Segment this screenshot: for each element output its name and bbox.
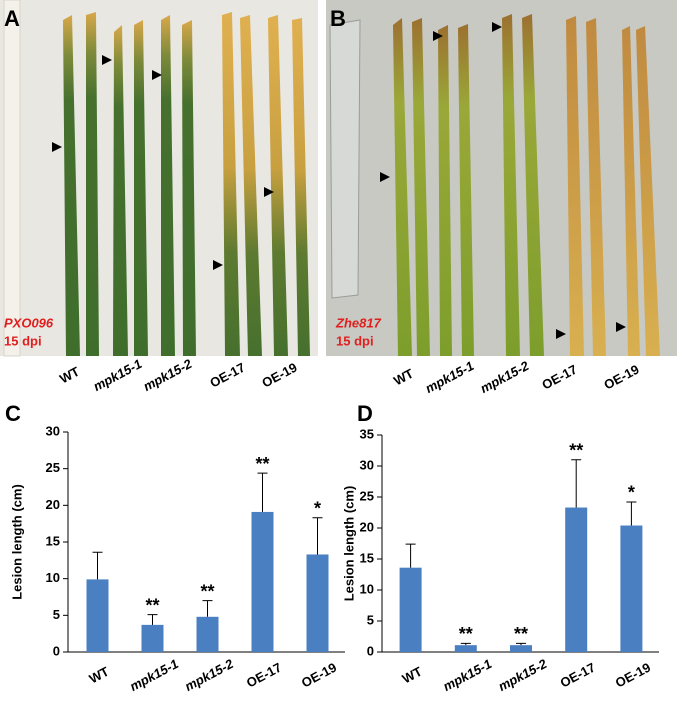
y-tick-label: 30	[360, 457, 374, 472]
x-tick-label: OE-19	[613, 660, 653, 691]
error-bar	[147, 614, 158, 625]
x-tick-label: mpk15-1	[440, 656, 494, 694]
genotype-label: mpk15-2	[141, 356, 195, 394]
x-tick-label: OE-17	[558, 660, 598, 691]
bar	[196, 616, 219, 652]
y-tick-label: 5	[367, 612, 374, 627]
y-tick-label: 0	[367, 643, 374, 658]
error-bar	[516, 642, 526, 646]
error-bar	[405, 543, 416, 568]
significance: **	[255, 454, 269, 474]
strain-label: Zhe817	[335, 315, 382, 330]
error-bar	[312, 517, 323, 555]
time-label: 15 dpi	[336, 333, 374, 348]
significance: **	[459, 624, 473, 644]
time-label: 15 dpi	[4, 333, 42, 348]
y-tick-label: 25	[360, 488, 374, 503]
error-bar	[460, 642, 471, 646]
genotype-label: WT	[57, 364, 82, 387]
y-tick-label: 20	[46, 497, 60, 512]
y-axis-label: Lesion length (cm)	[341, 486, 356, 602]
bar	[141, 624, 164, 652]
bar	[399, 567, 422, 652]
genotype-label: OE-17	[207, 360, 247, 391]
y-tick-label: 5	[53, 607, 60, 622]
photo-a	[0, 0, 318, 357]
y-tick-label: 30	[46, 423, 60, 438]
significance: *	[628, 483, 635, 503]
error-bar	[257, 472, 268, 512]
y-tick-label: 25	[46, 460, 60, 475]
y-tick-label: 35	[360, 426, 374, 441]
x-tick-label: mpk15-2	[182, 656, 236, 694]
genotype-label: mpk15-1	[423, 358, 477, 396]
y-tick-label: 10	[360, 581, 374, 596]
panel-label: C	[5, 401, 21, 426]
x-tick-label: mpk15-1	[127, 656, 181, 694]
strain-label: PXO096	[4, 315, 54, 330]
genotype-label: OE-19	[259, 360, 299, 391]
error-bar	[626, 501, 637, 526]
genotype-label: mpk15-2	[478, 358, 532, 396]
bar	[86, 579, 109, 652]
bar	[565, 507, 588, 652]
significance: **	[200, 581, 214, 601]
y-tick-label: 0	[53, 643, 60, 658]
bar	[251, 511, 274, 652]
x-tick-label: WT	[400, 664, 425, 687]
bar	[620, 525, 643, 652]
genotype-label: OE-19	[601, 362, 641, 393]
significance: *	[314, 499, 321, 519]
significance: **	[145, 595, 159, 615]
panel-label: D	[357, 401, 373, 426]
y-tick-label: 15	[360, 550, 374, 565]
photo-b	[326, 0, 677, 356]
y-tick-label: 10	[46, 570, 60, 585]
x-tick-label: WT	[87, 664, 112, 687]
bar	[510, 645, 532, 652]
panel-label: B	[330, 6, 346, 31]
x-tick-label: OE-19	[299, 660, 339, 691]
genotype-label: WT	[391, 366, 416, 389]
panel-label: A	[4, 6, 20, 31]
y-tick-label: 15	[46, 533, 60, 548]
genotype-label: mpk15-1	[91, 356, 145, 394]
error-bar	[202, 600, 213, 617]
significance: **	[569, 441, 583, 461]
x-tick-label: mpk15-2	[496, 656, 550, 694]
x-tick-label: OE-17	[244, 660, 284, 691]
bar	[306, 554, 329, 652]
bar	[454, 645, 477, 652]
error-bar	[571, 459, 582, 508]
error-bar	[92, 551, 103, 580]
genotype-label: OE-17	[539, 362, 579, 393]
y-tick-label: 20	[360, 519, 374, 534]
y-axis-label: Lesion length (cm)	[9, 484, 24, 600]
significance: **	[514, 624, 528, 644]
